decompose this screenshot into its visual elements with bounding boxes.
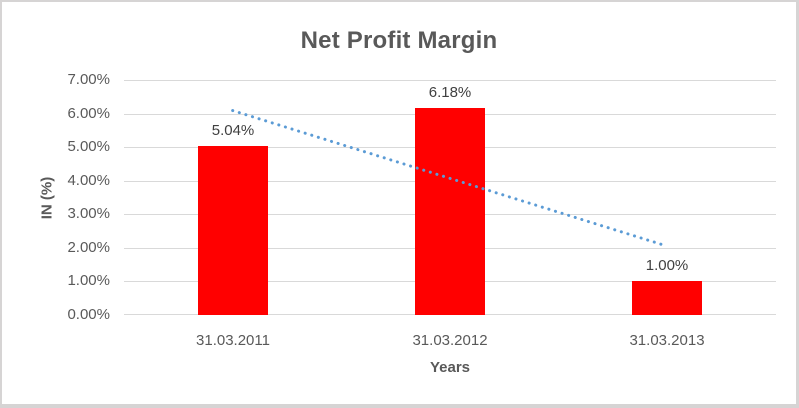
bar-data-label: 1.00% <box>645 257 689 274</box>
y-axis-tick-label: 6.00% <box>67 105 110 122</box>
y-axis-tick-label: 0.00% <box>67 306 110 323</box>
bar-data-label: 5.04% <box>211 122 255 139</box>
y-axis-tick-label: 1.00% <box>67 272 110 289</box>
bar <box>632 281 702 315</box>
x-axis-title: Years <box>429 359 471 376</box>
chart-title: Net Profit Margin <box>300 27 498 54</box>
bar <box>415 108 485 315</box>
y-axis-tick-label: 2.00% <box>67 239 110 256</box>
x-axis-tick-label: 31.03.2011 <box>196 332 270 349</box>
x-axis-tick-label: 31.03.2012 <box>412 332 488 349</box>
y-axis-tick-label: 4.00% <box>67 172 110 189</box>
gridline <box>124 80 776 81</box>
plot-area: 5.04% 6.18% 1.00% <box>124 80 776 315</box>
trendline <box>231 109 669 248</box>
x-axis-tick-label: 31.03.2013 <box>629 332 705 349</box>
y-axis-tick-label: 5.00% <box>67 138 110 155</box>
bar-data-label: 6.18% <box>428 84 472 101</box>
y-axis-tick-label: 3.00% <box>67 205 110 222</box>
y-axis-tick-label: 7.00% <box>67 71 110 88</box>
bar <box>198 146 268 315</box>
